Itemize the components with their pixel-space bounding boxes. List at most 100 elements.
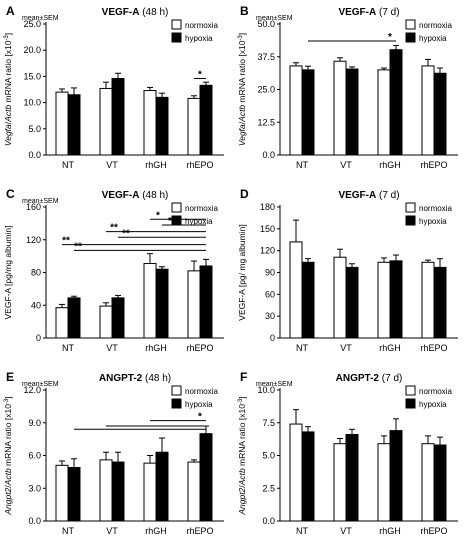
y-tick-label: 0.0 <box>262 150 275 160</box>
y-axis-label-part: / <box>3 121 13 124</box>
bar-hypoxia <box>67 94 81 156</box>
legend-label-normoxia: normoxia <box>419 21 452 30</box>
x-tick-label: NT <box>296 160 308 170</box>
y-tick-label: 2.5 <box>262 483 275 493</box>
bar-hypoxia <box>433 266 447 339</box>
y-axis-label-part: Actb <box>237 105 247 123</box>
bar-hypoxia <box>389 260 403 339</box>
legend-swatch-hypoxia <box>405 398 416 409</box>
bar-hypoxia <box>301 261 315 339</box>
legend-label-hypoxia: hypoxia <box>185 34 213 43</box>
y-axis-label-part: / <box>3 485 13 488</box>
legend-swatch-hypoxia <box>171 215 182 226</box>
chart-title-suffix: (7 d) <box>376 7 399 18</box>
y-axis-label-part: Angpt2 <box>3 487 13 515</box>
legend-label-normoxia: normoxia <box>185 387 218 396</box>
legend-label-hypoxia: hypoxia <box>185 217 213 226</box>
y-tick-label: 37.5 <box>257 52 275 62</box>
sem-label: mean±SEM <box>256 15 293 22</box>
y-axis-label: Vegfa/Actb mRNA ratio [x10-3] <box>3 33 13 146</box>
x-tick-label: rhEPO <box>420 160 447 170</box>
significance-marker: ** <box>74 241 82 252</box>
legend-swatch-normoxia <box>171 19 182 30</box>
y-tick-label: 30 <box>265 311 275 321</box>
legend-swatch-normoxia <box>171 385 182 396</box>
legend-label-hypoxia: hypoxia <box>419 34 447 43</box>
bar-normoxia <box>187 461 201 522</box>
y-tick-label: 0 <box>270 333 275 343</box>
legend-swatch-normoxia <box>405 202 416 213</box>
x-tick-label: VT <box>106 526 118 536</box>
legend-swatch-hypoxia <box>405 215 416 226</box>
y-axis-label: Angpt2/Actb mRNA ratio [x10-3] <box>3 396 13 515</box>
chart-d: D VEGF-A (7 d) VEGF-A [pg/ mg albumin] 0 30 6… <box>237 187 458 353</box>
x-tick-label: NT <box>296 526 308 536</box>
y-tick-label: 7.5 <box>262 418 275 428</box>
x-tick-label: rhEPO <box>186 343 213 353</box>
x-tick-label: VT <box>106 343 118 353</box>
bar-normoxia <box>289 65 303 156</box>
x-tick-label: rhGH <box>379 343 401 353</box>
panel-letter: D <box>240 187 249 201</box>
y-tick-label: 10.0 <box>257 385 275 395</box>
chart-title-main: ANGPT-2 <box>99 373 143 384</box>
x-tick-label: VT <box>340 160 352 170</box>
panel-letter: F <box>240 370 247 384</box>
significance-marker: * <box>198 69 202 80</box>
y-tick-label: 10.0 <box>23 98 41 108</box>
bar-normoxia <box>377 261 391 339</box>
y-axis-label: VEGF-A [pg/ mg albumin] <box>237 224 247 320</box>
significance-marker: * <box>168 216 172 227</box>
bar-hypoxia <box>345 266 359 339</box>
y-tick-label: 0.0 <box>262 516 275 526</box>
bar-normoxia <box>55 464 69 522</box>
y-axis-label-part: Vegfa <box>3 124 13 146</box>
y-axis-label-sup: -3 <box>238 398 244 404</box>
chart-title: VEGF-A (48 h) <box>102 7 169 18</box>
sem-label: mean±SEM <box>22 15 59 22</box>
bar-hypoxia <box>199 265 213 339</box>
legend-swatch-normoxia <box>405 385 416 396</box>
bar-hypoxia <box>199 84 213 156</box>
y-tick-label: 120 <box>260 246 275 256</box>
y-tick-label: 20.0 <box>23 45 41 55</box>
y-tick-label: 60 <box>265 289 275 299</box>
y-tick-label: 9.0 <box>28 418 41 428</box>
x-tick-label: rhEPO <box>186 526 213 536</box>
bar-hypoxia <box>345 68 359 156</box>
y-axis-label-sup: -3 <box>4 35 10 41</box>
y-tick-label: 12.0 <box>23 385 41 395</box>
y-tick-label: 120 <box>26 235 41 245</box>
bar-normoxia <box>421 261 435 339</box>
legend-label-hypoxia: hypoxia <box>419 217 447 226</box>
bar-normoxia <box>187 97 201 156</box>
panel-letter: E <box>6 370 14 384</box>
x-tick-label: NT <box>296 343 308 353</box>
y-tick-label: 150 <box>260 224 275 234</box>
chart-title-suffix: (7 d) <box>376 190 399 201</box>
y-axis-label-part: mRNA ratio [x10 <box>3 404 13 469</box>
bar-hypoxia <box>199 433 213 522</box>
y-axis-label-part: mRNA ratio [x10 <box>3 40 13 105</box>
bar-normoxia <box>55 307 69 339</box>
chart-title: ANGPT-2 (7 d) <box>336 373 403 384</box>
x-tick-label: VT <box>106 160 118 170</box>
y-tick-label: 25.0 <box>23 19 41 29</box>
chart-title-suffix: (48 h) <box>142 373 171 384</box>
chart-title-main: VEGF-A <box>102 190 140 201</box>
significance-marker: * <box>198 412 202 423</box>
bar-hypoxia <box>345 434 359 522</box>
y-axis-label-end: ] <box>237 33 247 35</box>
chart-title-main: ANGPT-2 <box>336 373 380 384</box>
chart-title-suffix: (48 h) <box>139 190 168 201</box>
y-tick-label: 25.0 <box>257 85 275 95</box>
panel-d: D VEGF-A (7 d) VEGF-A [pg/ mg albumin] 0 30 6… <box>234 183 468 366</box>
y-axis-label: Angpt2/Actb mRNA ratio [x10-3] <box>237 396 247 515</box>
bar-hypoxia <box>155 96 169 156</box>
x-tick-label: rhGH <box>145 160 167 170</box>
